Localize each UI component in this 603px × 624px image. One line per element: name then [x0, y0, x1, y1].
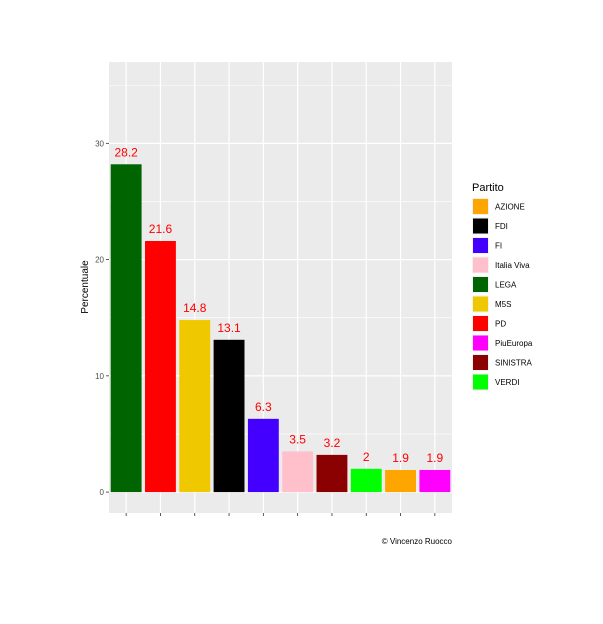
legend-label: FDI: [495, 222, 508, 231]
legend-key-piueuropa: [473, 335, 488, 351]
legend: Partito AZIONE FDI FI Italia Viva LEGA M5S PD P…: [472, 182, 533, 391]
value-label: 3.5: [289, 432, 306, 446]
bar-sinistra: [316, 454, 348, 493]
legend-label: AZIONE: [495, 203, 525, 212]
bar-italia-viva: [282, 451, 314, 493]
y-tick-label: 20: [95, 256, 104, 265]
legend-key-italia-viva: [473, 257, 488, 273]
y-axis-title: Percentuale: [80, 260, 91, 314]
legend-key-sinistra: [473, 355, 488, 370]
bar-pd: [145, 241, 176, 493]
legend-key-fdi: [473, 218, 488, 234]
value-label: 6.3: [255, 400, 272, 414]
bars: [110, 164, 451, 493]
legend-key-azione: [473, 199, 488, 214]
bar-m5s: [179, 320, 211, 493]
value-label: 2: [363, 450, 370, 464]
legend-label: PiuEuropa: [495, 339, 533, 348]
legend-title: Partito: [472, 182, 504, 194]
legend-key-lega: [473, 277, 488, 292]
legend-key-pd: [473, 316, 488, 331]
legend-key-fi: [473, 238, 488, 253]
bar-verdi: [350, 468, 382, 493]
bar-fi: [247, 418, 279, 493]
legend-label: VERDI: [495, 378, 519, 387]
value-label: 13.1: [217, 321, 241, 335]
value-label: 3.2: [324, 436, 341, 450]
legend-label: PD: [495, 320, 506, 329]
value-label: 1.9: [392, 451, 409, 465]
legend-label: Italia Viva: [495, 261, 530, 270]
y-tick-label: 30: [95, 139, 104, 148]
y-axis: 0 10 20 30: [95, 139, 109, 497]
y-tick-label: 0: [100, 488, 105, 497]
legend-items: AZIONE FDI FI Italia Viva LEGA M5S PD PiuEuropa…: [472, 198, 533, 391]
y-tick-label: 10: [95, 372, 104, 381]
legend-label: FI: [495, 242, 502, 251]
bar-lega: [110, 164, 142, 493]
value-label: 1.9: [427, 451, 444, 465]
legend-label: LEGA: [495, 281, 517, 290]
value-label: 21.6: [149, 222, 173, 236]
value-label: 28.2: [114, 145, 138, 159]
legend-label: M5S: [495, 300, 511, 309]
legend-label: SINISTRA: [495, 359, 533, 368]
legend-key-m5s: [473, 296, 488, 312]
x-axis: [125, 513, 436, 516]
value-label: 14.8: [183, 301, 207, 315]
bar-fdi: [213, 339, 245, 493]
legend-key-verdi: [473, 374, 488, 390]
bar-azione: [385, 469, 416, 493]
caption: © Vincenzo Ruocco: [382, 537, 453, 546]
value-labels: 28.2 21.6 14.8 13.1 6.3 3.5 3.2 2 1.9 1.9: [114, 145, 443, 465]
bar-piueuropa: [419, 469, 451, 493]
